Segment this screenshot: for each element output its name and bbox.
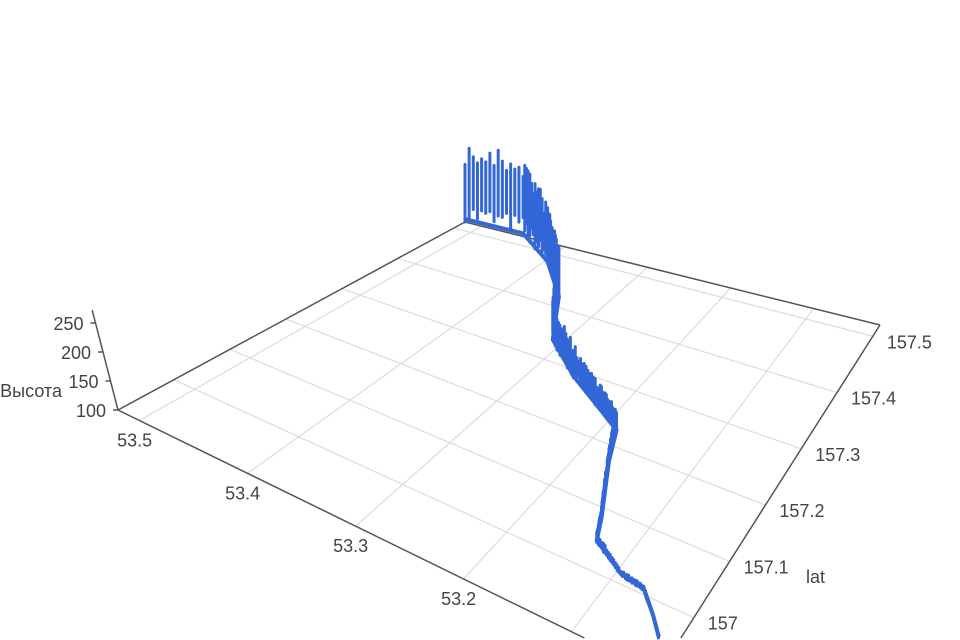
x-tick-label: 53.2 bbox=[441, 589, 476, 609]
x-axis-line bbox=[117, 409, 585, 639]
x-tick-label: 53.4 bbox=[225, 483, 260, 503]
y-grid-line bbox=[453, 227, 873, 337]
y-tick-label: 157.2 bbox=[779, 501, 824, 521]
trace-line bbox=[464, 217, 661, 638]
y-axis-line bbox=[680, 324, 881, 639]
y-tick-label: 157.1 bbox=[744, 557, 789, 577]
y-axis-title: lat bbox=[806, 567, 825, 587]
z-tick-label: 250 bbox=[53, 314, 83, 334]
y-grid-line bbox=[173, 379, 695, 619]
x-tick-label: 53.3 bbox=[333, 536, 368, 556]
x-grid-line bbox=[463, 287, 732, 580]
trace-series bbox=[463, 146, 661, 640]
z-tick-label: 200 bbox=[61, 343, 91, 363]
z-axis-line bbox=[91, 310, 119, 411]
z-axis-title: Высота bbox=[0, 381, 63, 401]
y-grid-line bbox=[285, 318, 766, 506]
x-grid-line bbox=[247, 246, 565, 474]
y-tick-label: 157 bbox=[708, 614, 738, 634]
y-grid-line bbox=[397, 257, 838, 394]
floor-edge bbox=[117, 221, 466, 411]
z-tick-label: 150 bbox=[68, 372, 98, 392]
z-tick-label: 100 bbox=[76, 401, 106, 421]
x-grid-line bbox=[571, 308, 815, 633]
x-tick-label: 53.5 bbox=[117, 431, 152, 451]
y-tick-label: 157.5 bbox=[887, 332, 932, 352]
y-tick-label: 157.3 bbox=[815, 445, 860, 465]
x-grid-line bbox=[355, 266, 648, 527]
tick-labels: 100 150 200 250 53.5 53.4 53.3 53.2 157 157.1 157.… bbox=[53, 314, 931, 634]
y-grid-line bbox=[229, 348, 730, 562]
y-tick-label: 157.4 bbox=[851, 389, 896, 409]
x-grid-line bbox=[139, 225, 482, 422]
